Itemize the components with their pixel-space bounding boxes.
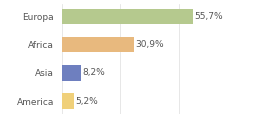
Text: 8,2%: 8,2% — [82, 68, 105, 77]
Bar — [62, 9, 193, 24]
Bar — [62, 93, 74, 109]
Bar — [62, 37, 134, 52]
Text: 5,2%: 5,2% — [75, 97, 98, 106]
Text: 30,9%: 30,9% — [136, 40, 164, 49]
Text: 55,7%: 55,7% — [194, 12, 222, 21]
Bar — [62, 65, 81, 81]
